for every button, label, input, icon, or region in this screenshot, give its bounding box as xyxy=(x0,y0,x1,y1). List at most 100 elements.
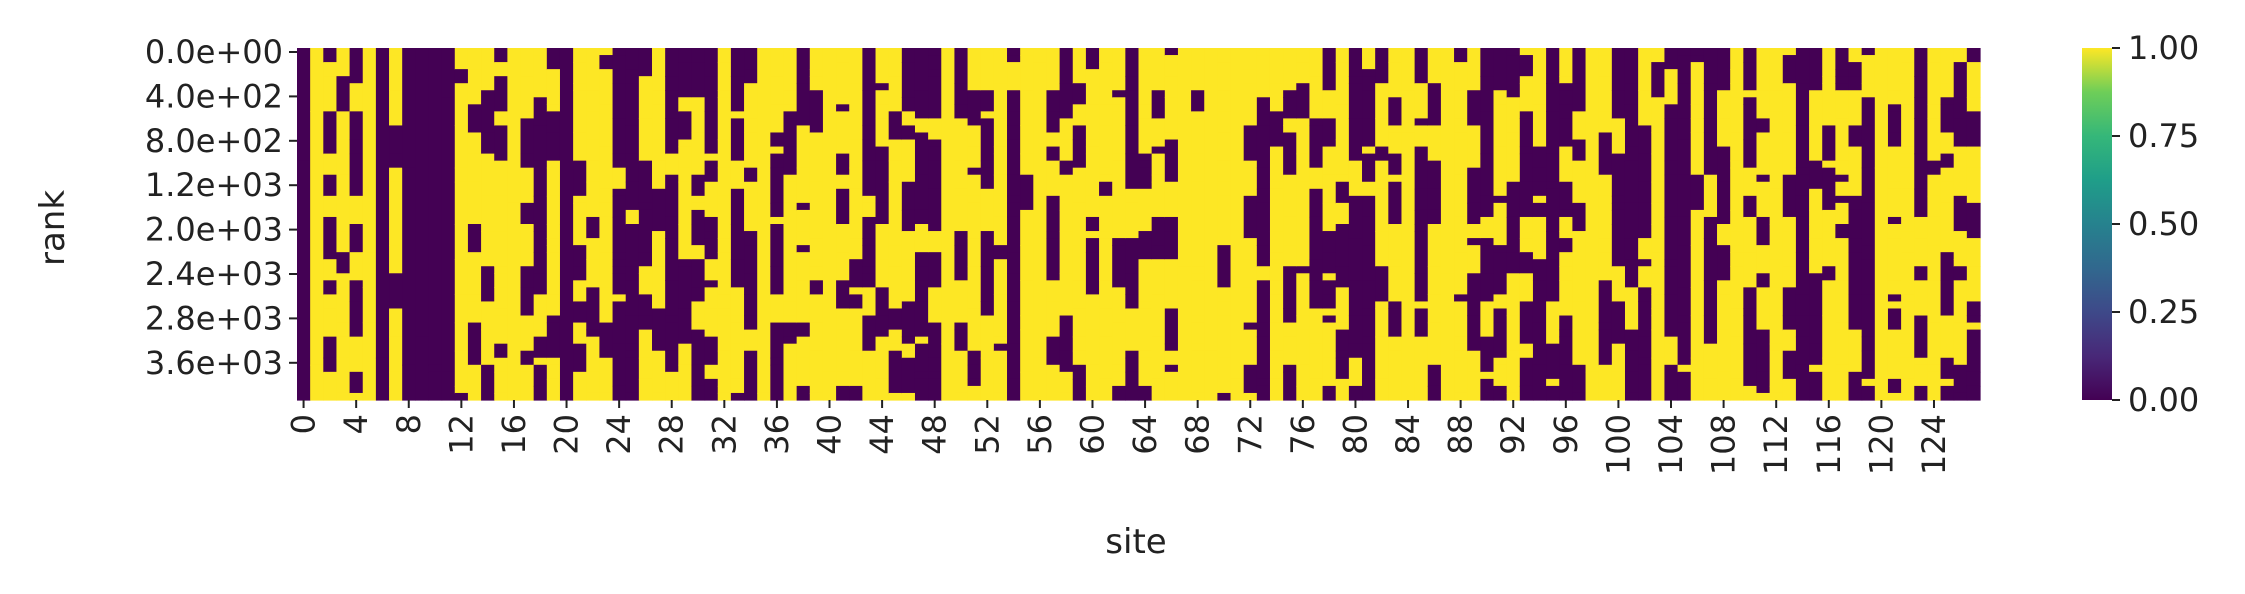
heatmap-cell-run xyxy=(1572,231,1587,260)
heatmap-cell-run xyxy=(1151,294,1166,338)
heatmap-cell-run xyxy=(1914,97,1929,119)
heatmap-cell-run xyxy=(1348,83,1363,119)
heatmap-cell-run xyxy=(1296,224,1311,267)
heatmap-cell-run xyxy=(1927,195,1942,218)
heatmap-cell-run xyxy=(1809,273,1823,317)
heatmap-cell-run xyxy=(1243,69,1258,84)
heatmap-cell-run xyxy=(389,245,403,274)
heatmap-cell-run xyxy=(310,48,324,112)
heatmap-cell-run xyxy=(914,174,929,211)
heatmap-cell-run xyxy=(1480,153,1495,197)
heatmap-cell-run xyxy=(1519,301,1534,345)
heatmap-cell-run xyxy=(1269,350,1284,359)
heatmap-cell-run xyxy=(1362,76,1376,91)
heatmap-cell-run xyxy=(1677,245,1692,288)
heatmap-cell-run xyxy=(744,329,758,352)
heatmap-cell-run xyxy=(1664,118,1679,162)
heatmap-cell-run xyxy=(415,48,430,338)
heatmap-cell-run xyxy=(1059,139,1074,162)
heatmap-cell-run xyxy=(467,301,482,324)
heatmap-cell-run xyxy=(586,216,601,239)
x-tick-label: 60 xyxy=(1073,414,1111,455)
heatmap-cell-run xyxy=(1769,392,1784,401)
heatmap-cell-run xyxy=(783,224,798,260)
heatmap-cell-run xyxy=(1730,231,1744,246)
heatmap-cell-run xyxy=(1375,308,1389,338)
heatmap-cell-run xyxy=(1677,48,1692,56)
heatmap-cell-run xyxy=(1414,371,1429,401)
heatmap-cell-run xyxy=(1848,125,1863,148)
heatmap-cell-run xyxy=(1046,238,1061,281)
colorbar-tick-label: 0.75 xyxy=(2128,117,2199,155)
heatmap-cell-run xyxy=(1335,181,1350,204)
heatmap-cell-run xyxy=(730,322,745,345)
heatmap-cell-run xyxy=(1730,167,1744,211)
heatmap-cell-run xyxy=(1519,76,1534,84)
heatmap-cell-run xyxy=(1480,48,1495,77)
heatmap-cell-run xyxy=(1335,357,1350,380)
heatmap-cell-run xyxy=(520,153,535,169)
heatmap-cell-run xyxy=(691,202,706,211)
heatmap-cell-run xyxy=(954,350,969,394)
heatmap-cell-run xyxy=(638,202,653,211)
heatmap-cell-run xyxy=(520,111,535,119)
heatmap-cell-run xyxy=(1598,252,1613,281)
heatmap-cell-run xyxy=(901,301,916,338)
heatmap-cell-run xyxy=(1506,350,1521,394)
heatmap-cell-run xyxy=(1454,301,1468,338)
y-tick-label: 2.4e+03 xyxy=(145,255,283,293)
heatmap-cell-run xyxy=(1940,104,1955,134)
heatmap-cell-run xyxy=(849,259,863,288)
heatmap-cell-run xyxy=(1348,280,1363,317)
heatmap-cell-run xyxy=(1335,174,1350,183)
heatmap-cell-run xyxy=(1624,48,1639,84)
x-tick-label: 0 xyxy=(285,414,323,434)
heatmap-cell-run xyxy=(1191,153,1205,183)
heatmap-cell-run xyxy=(389,167,403,183)
heatmap-cell-run xyxy=(586,90,601,112)
heatmap-cell-run xyxy=(1046,280,1061,303)
heatmap-cell-run xyxy=(928,118,942,141)
heatmap-cell-run xyxy=(625,357,640,394)
heatmap-cell-run xyxy=(691,385,706,401)
heatmap-cell-run xyxy=(1598,76,1613,112)
heatmap-cell-run xyxy=(1099,280,1113,310)
heatmap-cell-run xyxy=(310,364,324,401)
heatmap-cell-run xyxy=(1164,301,1179,310)
heatmap-cell-run xyxy=(849,83,863,112)
heatmap-cell-run xyxy=(454,350,469,387)
heatmap-cell-run xyxy=(1414,273,1429,303)
x-tick-label: 16 xyxy=(495,414,533,455)
heatmap-cell-run xyxy=(454,181,469,225)
heatmap-cell-run xyxy=(1164,76,1179,98)
heatmap-cell-run xyxy=(1375,378,1389,401)
heatmap-cell-run xyxy=(1164,231,1179,260)
heatmap-cell-run xyxy=(323,357,338,373)
heatmap-cell-run xyxy=(717,315,732,352)
heatmap-cell-run xyxy=(467,48,482,70)
heatmap-cell-run xyxy=(573,90,587,134)
heatmap-cell-run xyxy=(1743,97,1758,105)
heatmap-cell-run xyxy=(1309,160,1324,169)
heatmap-cell-run xyxy=(730,224,745,260)
heatmap-cell-run xyxy=(901,181,916,211)
heatmap-cell-run xyxy=(875,343,890,380)
heatmap-cell-run xyxy=(323,308,338,338)
heatmap-cell-run xyxy=(349,252,364,281)
heatmap-cell-run xyxy=(1007,252,1021,274)
heatmap-cell-run xyxy=(1519,118,1534,148)
heatmap-cell-run xyxy=(1467,238,1481,246)
heatmap-cell-run xyxy=(1099,308,1113,338)
heatmap-cell-run xyxy=(1085,329,1100,366)
heatmap-cell-run xyxy=(1296,62,1311,84)
heatmap-cell-run xyxy=(1690,209,1705,246)
heatmap-cell-run xyxy=(954,125,969,162)
heatmap-cell-run xyxy=(1887,238,1902,281)
heatmap-cell-run xyxy=(744,69,758,84)
heatmap-cell-run xyxy=(1717,48,1731,91)
y-tick-label: 1.2e+03 xyxy=(145,166,283,204)
heatmap-cell-run xyxy=(691,62,706,98)
y-tick-label: 8.0e+02 xyxy=(145,122,283,160)
heatmap-cell-run xyxy=(1362,308,1376,317)
